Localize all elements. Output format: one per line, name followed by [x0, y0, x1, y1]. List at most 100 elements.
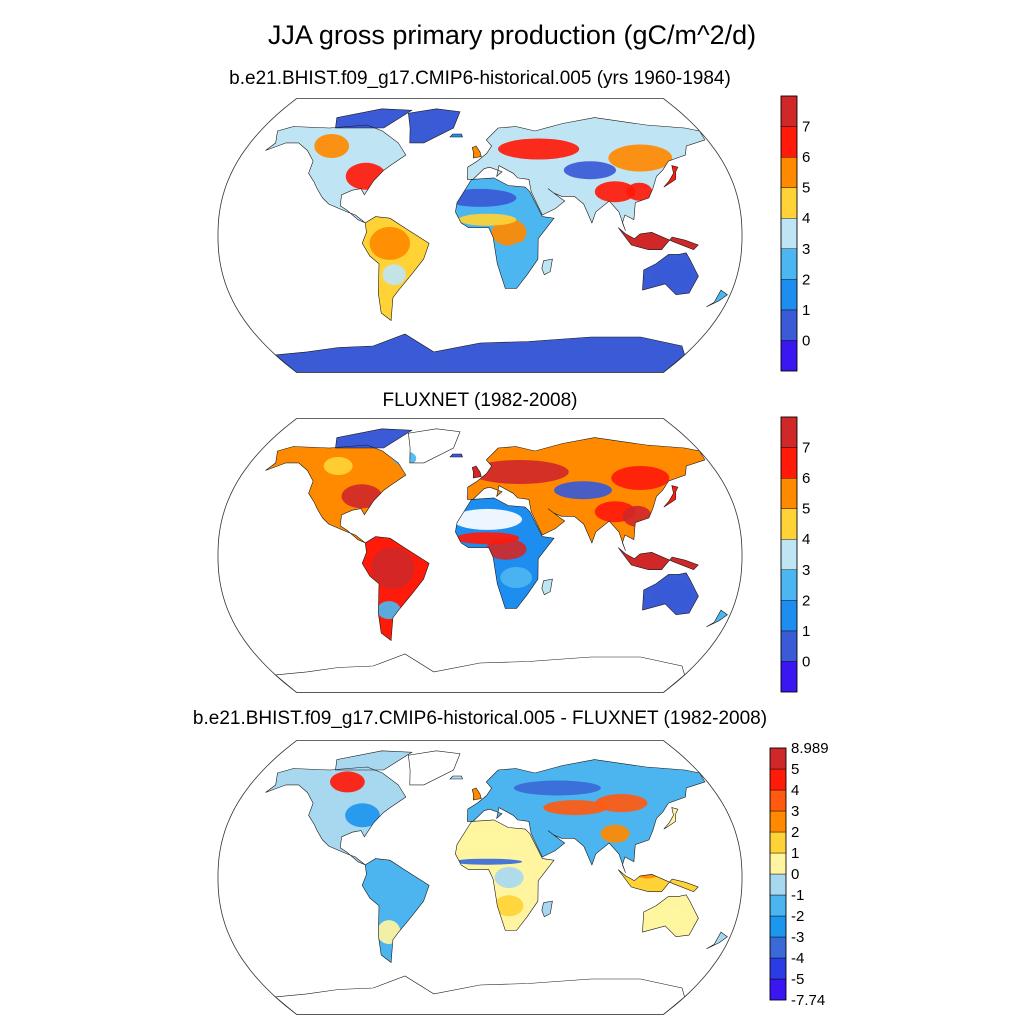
coastline-iceland — [449, 775, 463, 780]
colorbar-tick-label: 3 — [791, 803, 799, 820]
coastline-greenland — [408, 750, 461, 786]
colorbar-frame — [769, 747, 787, 1001]
land-japan — [663, 807, 678, 830]
land-madagascar — [541, 579, 553, 595]
coastline-japan — [663, 485, 679, 508]
colorbar-tick-label: -7.74 — [791, 992, 825, 1009]
land-uk — [472, 788, 482, 800]
coastline-australia — [642, 252, 699, 296]
land-madagascar — [541, 259, 553, 275]
land-arctic-islands — [335, 108, 412, 128]
field-patch — [455, 532, 520, 545]
field-patch — [494, 867, 524, 888]
field-patch — [500, 567, 533, 588]
colorbar-swatch — [769, 936, 787, 959]
coastline-africa — [455, 819, 555, 931]
coastline-greenland — [408, 428, 461, 464]
colorbar-swatch — [780, 416, 798, 448]
field-patch — [314, 134, 350, 158]
panel-title-difference: b.e21.BHIST.f09_g17.CMIP6-historical.005… — [192, 708, 768, 729]
world-map-fluxnet — [217, 418, 743, 693]
land-south-america — [362, 858, 430, 963]
coastline-new-zealand — [706, 931, 728, 950]
land-greenland — [408, 750, 460, 785]
colorbar-swatch — [780, 661, 798, 693]
field-patch — [595, 794, 648, 813]
colorbar-swatch — [769, 831, 787, 854]
field-patch — [594, 181, 636, 203]
field-patch — [341, 484, 383, 509]
colorbar-swatch — [780, 600, 798, 632]
figure-title: JJA gross primary production (gC/m^2/d) — [267, 20, 757, 50]
land-japan — [663, 165, 678, 188]
field-patch — [494, 895, 524, 917]
colorbar-swatch — [780, 569, 798, 601]
coastline-north-america — [265, 444, 407, 544]
coastline-arctic-islands — [335, 750, 413, 771]
colorbar-swatch — [769, 789, 787, 812]
coastline-new-zealand — [706, 289, 728, 308]
colorbar-swatch — [769, 768, 787, 791]
colorbar-tick-label: 5 — [802, 501, 810, 518]
coastline-uk — [471, 145, 482, 159]
colorbar-swatch — [769, 810, 787, 833]
colorbar-tick-label: 1 — [802, 623, 810, 640]
field-patch — [445, 829, 515, 851]
coastline-indonesia — [617, 547, 699, 571]
land-new-zealand — [706, 932, 728, 949]
colorbar-tick-label: 3 — [802, 241, 810, 258]
colorbar-swatch — [769, 747, 787, 770]
colorbar-swatch — [769, 894, 787, 917]
colorbar-difference: -7.74 -5 -4 -3 -2 -1 0 1 2 3 4 5 8.989 — [769, 740, 840, 1010]
coastline-indonesia — [617, 869, 699, 893]
colorbar-tick-label: 2 — [802, 592, 810, 609]
colorbar-tick-label: 0 — [791, 866, 799, 883]
field-patch — [452, 508, 522, 530]
field-patch — [470, 460, 569, 484]
coastline-new-zealand — [706, 609, 728, 628]
field-patch — [632, 860, 662, 879]
colorbar-graphic-difference: -7.74 -5 -4 -3 -2 -1 0 1 2 3 4 5 8.989 — [769, 740, 829, 1009]
land-greenland — [408, 108, 460, 143]
colorbar-tick-label: -5 — [791, 971, 804, 988]
colorbar-tick-label: 5 — [802, 180, 810, 197]
land-indonesia — [618, 547, 699, 570]
coastline-japan — [663, 165, 679, 188]
colorbar-swatch — [769, 915, 787, 938]
field-patch — [622, 505, 652, 527]
land-indonesia — [618, 227, 699, 250]
field-patch — [377, 920, 401, 945]
world-map-model — [217, 98, 743, 373]
land-north-america — [265, 445, 406, 543]
coastline-madagascar — [541, 900, 553, 918]
colorbar-model: 0 1 2 3 4 5 6 7 — [780, 95, 841, 381]
field-patch — [323, 457, 353, 475]
field-patch — [369, 226, 411, 260]
colorbar-swatch — [780, 477, 798, 509]
coastline-eurasia — [467, 117, 706, 231]
colorbar-tick-label: 2 — [791, 824, 799, 841]
field-patch — [652, 261, 694, 289]
field-patch — [371, 547, 415, 590]
field-patch — [330, 771, 365, 793]
field-patch — [345, 162, 387, 190]
colorbar-swatch — [780, 156, 798, 188]
land-japan — [663, 485, 678, 508]
coastline-arctic-islands — [335, 428, 413, 449]
land-madagascar — [541, 901, 553, 917]
colorbar-swatch — [769, 852, 787, 875]
world-map-difference — [217, 740, 743, 1015]
coastline-south-america — [361, 216, 430, 322]
coastline-eurasia — [467, 437, 706, 551]
coastline-north-america — [265, 766, 407, 866]
colorbar-swatch — [769, 873, 787, 896]
land-indonesia — [618, 869, 699, 892]
colorbar-tick-label: -2 — [791, 908, 804, 925]
colorbar-swatch — [780, 630, 798, 662]
colorbar-swatch — [780, 217, 798, 249]
field-patch — [498, 138, 580, 160]
field-patch — [563, 161, 616, 180]
colorbar-swatch — [780, 279, 798, 311]
colorbar-tick-label: 1 — [791, 845, 799, 862]
field-patch — [377, 601, 401, 620]
